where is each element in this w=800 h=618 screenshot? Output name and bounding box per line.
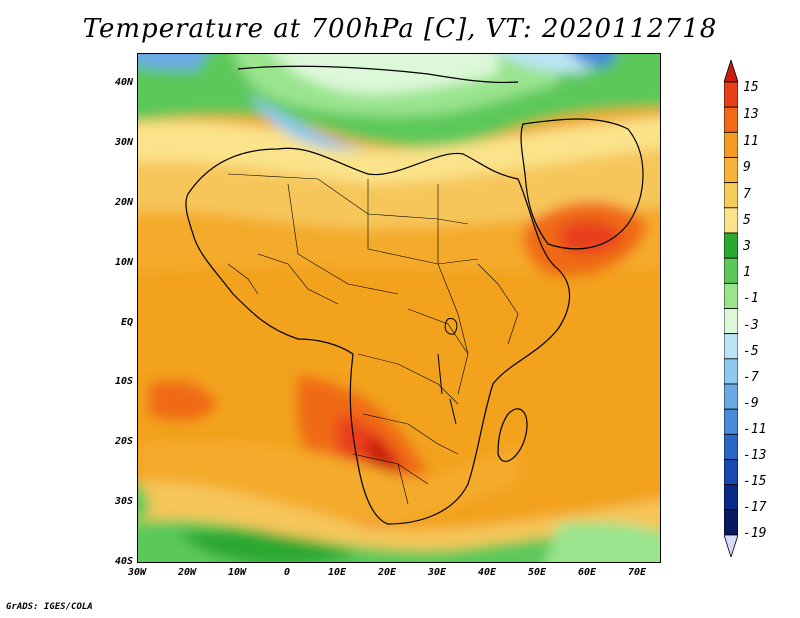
lon-label-20e: 20E [377, 567, 397, 578]
colorbar-segment [724, 433, 738, 460]
colorbar-label: -7 [743, 370, 759, 385]
temperature-field [138, 54, 660, 562]
lon-label-10e: 10E [327, 567, 347, 578]
colorbar-segment [724, 408, 738, 435]
lon-label-0: 0 [283, 567, 291, 578]
colorbar-label: 9 [743, 160, 751, 175]
lon-label-60e: 60E [577, 567, 597, 578]
colorbar-label: -11 [743, 422, 767, 437]
colorbar-segment [724, 257, 738, 284]
colorbar-label: 5 [743, 213, 751, 228]
colorbar-label: -5 [743, 344, 759, 359]
colorbar-bottom-arrow [724, 534, 738, 557]
lat-label-20n: 20N [114, 197, 133, 208]
lat-label-40n: 40N [114, 77, 133, 88]
colorbar-label: -9 [743, 396, 759, 411]
colorbar-top-arrow [724, 60, 738, 83]
lat-label-10n: 10N [114, 257, 133, 268]
lat-label-40s: 40S [114, 556, 133, 567]
lat-label-10s: 10S [114, 376, 133, 387]
great-lakes [437, 317, 458, 425]
colorbar-segment [724, 106, 738, 133]
lon-label-20w: 20W [177, 567, 197, 578]
colorbar-segment [724, 282, 738, 309]
temperature-map [137, 53, 661, 563]
colorbar-segment [724, 358, 738, 385]
lon-label-40e: 40E [477, 567, 497, 578]
colorbar [724, 60, 738, 557]
colorbar-label: -1 [743, 291, 759, 306]
lat-label-eq: EQ [120, 317, 133, 328]
colorbar-segment [724, 333, 738, 360]
colorbar-label: -13 [743, 448, 767, 463]
colorbar-segment [724, 232, 738, 259]
map-title: Temperature at 700hPa [C], VT: 202011271… [82, 14, 718, 44]
colorbar-segment [724, 157, 738, 184]
colorbar-segment [724, 131, 738, 158]
coastline-outline [185, 65, 644, 525]
colorbar-segment [724, 207, 738, 234]
colorbar-label: 1 [743, 265, 751, 280]
colorbar-segment [724, 81, 738, 108]
colorbar-segment [724, 182, 738, 209]
lat-label-20s: 20S [114, 436, 133, 447]
colorbar-segment [724, 308, 738, 335]
lon-label-30w: 30W [127, 567, 147, 578]
colorbar-label: 11 [743, 134, 759, 149]
colorbar-segment [724, 459, 738, 486]
colorbar-label: -3 [743, 318, 759, 333]
colorbar-label: 7 [743, 187, 751, 202]
lon-label-30e: 30E [427, 567, 447, 578]
lat-label-30s: 30S [114, 496, 133, 507]
credit-label: GrADS: IGES/COLA [6, 602, 93, 612]
lat-label-30n: 30N [114, 137, 133, 148]
lon-label-50e: 50E [527, 567, 547, 578]
colorbar-segment [724, 509, 738, 536]
lon-label-10w: 10W [227, 567, 247, 578]
colorbar-label: 3 [743, 239, 751, 254]
colorbar-segment [724, 383, 738, 410]
colorbar-label: -19 [743, 526, 767, 541]
colorbar-label: -15 [743, 474, 767, 489]
colorbar-label: 15 [743, 80, 759, 95]
colorbar-segment [724, 484, 738, 511]
colorbar-label: -17 [743, 500, 767, 515]
colorbar-label: 13 [743, 107, 759, 122]
country-borders [227, 173, 519, 505]
lon-label-70e: 70E [627, 567, 647, 578]
